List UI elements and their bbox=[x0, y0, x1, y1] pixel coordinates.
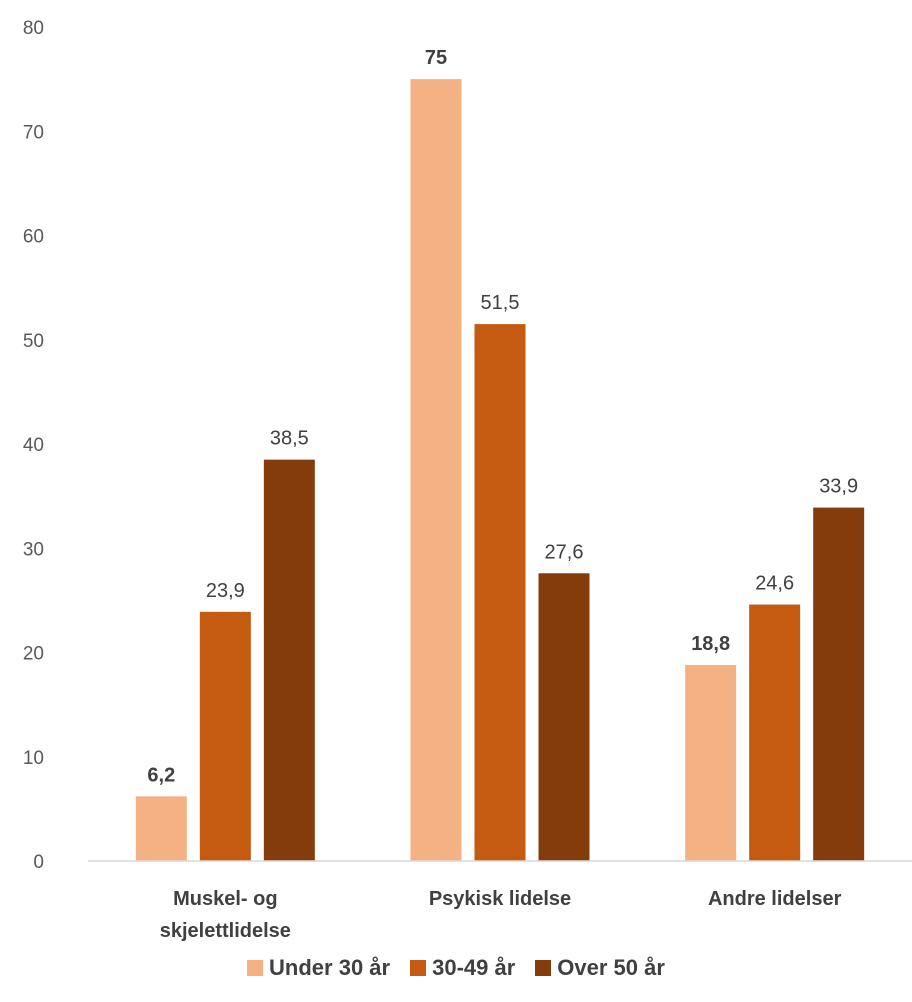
x-tick-label: skjelettlidelse bbox=[160, 920, 291, 942]
x-tick-label: Psykisk lidelse bbox=[429, 888, 571, 910]
y-tick-label: 20 bbox=[23, 644, 44, 665]
legend-item-30-49: 30-49 år bbox=[410, 955, 515, 981]
legend-label: 30-49 år bbox=[432, 955, 516, 980]
bar bbox=[135, 796, 187, 861]
bar bbox=[538, 573, 590, 861]
bar bbox=[474, 324, 526, 861]
x-tick-label: Andre lidelser bbox=[708, 888, 842, 910]
y-tick-label: 50 bbox=[23, 331, 44, 352]
legend-swatch bbox=[410, 960, 427, 976]
bars bbox=[135, 79, 865, 861]
data-label: 33,9 bbox=[819, 476, 858, 498]
data-label: 24,6 bbox=[755, 573, 794, 595]
bar bbox=[685, 665, 737, 861]
bar bbox=[199, 611, 251, 861]
y-tick-label: 0 bbox=[33, 852, 44, 873]
data-label: 18,8 bbox=[691, 633, 730, 655]
bar bbox=[263, 459, 315, 861]
legend-label: Over 50 år bbox=[557, 955, 665, 980]
bar bbox=[749, 604, 801, 861]
y-tick-label: 40 bbox=[23, 435, 44, 456]
legend: Under 30 år 30-49 år Over 50 år bbox=[0, 955, 912, 981]
data-label: 38,5 bbox=[270, 428, 309, 450]
data-label: 23,9 bbox=[206, 580, 245, 602]
legend-item-over-50: Over 50 år bbox=[535, 955, 665, 981]
y-tick-label: 70 bbox=[23, 122, 44, 143]
bar bbox=[813, 507, 865, 861]
x-tick-label: Muskel- og bbox=[173, 888, 277, 910]
legend-swatch bbox=[535, 960, 552, 976]
bar bbox=[410, 79, 462, 861]
y-tick-label: 30 bbox=[23, 539, 44, 560]
y-axis: 0 10 20 30 40 50 60 70 80 bbox=[23, 18, 44, 873]
y-tick-label: 80 bbox=[23, 18, 44, 39]
legend-item-under-30: Under 30 år bbox=[247, 955, 390, 981]
legend-swatch bbox=[247, 960, 264, 976]
data-label: 27,6 bbox=[545, 541, 584, 563]
y-tick-label: 60 bbox=[23, 227, 44, 248]
data-label: 6,2 bbox=[147, 764, 175, 786]
value-labels: 6,2 23,9 38,5 75 51,5 27,6 18,8 24,6 33,9 bbox=[147, 47, 858, 786]
data-label: 51,5 bbox=[481, 292, 520, 314]
legend-label: Under 30 år bbox=[269, 955, 391, 980]
y-tick-label: 10 bbox=[23, 748, 44, 769]
data-label: 75 bbox=[425, 47, 447, 69]
x-axis: Muskel- og skjelettlidelse Psykisk lidelse… bbox=[88, 860, 912, 942]
